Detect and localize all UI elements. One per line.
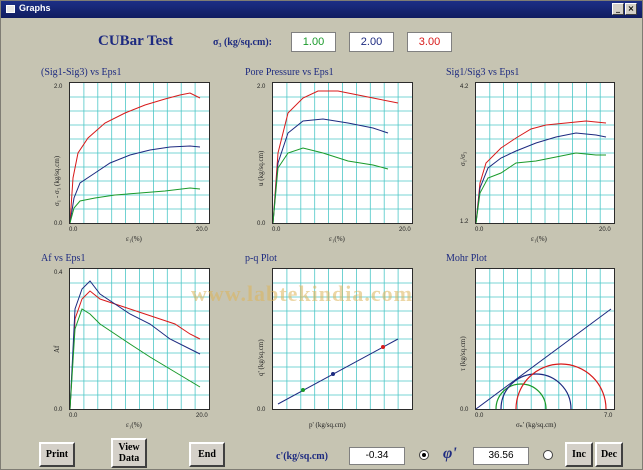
plot-ratio-xleft: 0.0 [475, 227, 484, 233]
plot-deviator-xright: 20.0 [196, 227, 208, 233]
plot-pq-ybot: 0.0 [257, 407, 266, 413]
plot-pore-ybot: 0.0 [257, 221, 266, 227]
app-icon [6, 5, 15, 13]
curve-blue [70, 145, 201, 223]
curve-blue [476, 132, 607, 223]
plot-af-ytop: 0.4 [54, 270, 63, 276]
c-value-field[interactable]: -0.34 [349, 447, 405, 465]
plot-ratio-ylabel: σ₁/σ₃ [459, 151, 467, 166]
plot-af-ylabel: Af [53, 345, 61, 353]
plot-pore-xlabel: ε₁(%) [329, 235, 345, 243]
plot-mohr-ybot: 0.0 [460, 407, 469, 413]
end-button[interactable]: End [189, 442, 225, 467]
plot-deviator-ylabel: σ₁ - σ₃ (kg/sq.cm) [53, 155, 61, 206]
c-radio[interactable] [419, 450, 429, 460]
curve-red [273, 90, 399, 223]
phi-radio[interactable] [543, 450, 553, 460]
plot-af-ybot: 0.0 [54, 407, 63, 413]
plot-ratio-xright: 20.0 [599, 227, 611, 233]
plot-deviator-ytop: 2.0 [54, 84, 63, 90]
plot-pq-xlabel: p' (kg/sq.cm) [309, 421, 346, 429]
plot-mohr-xlabel: σₙ' (kg/sq.cm) [516, 421, 556, 429]
plot-pore-xright: 20.0 [399, 227, 411, 233]
plot-deviator-ybot: 0.0 [54, 221, 63, 227]
pq-fit-line [277, 338, 399, 405]
panel-title-pq: p-q Plot [245, 253, 277, 264]
curve-green [476, 152, 606, 223]
curve-green [70, 187, 201, 223]
sigma3-value-3: 3.00 [407, 32, 452, 52]
plot-mohr-xright: 7.0 [604, 413, 613, 419]
mohr-circle [495, 383, 547, 409]
plot-pore-pressure [272, 82, 413, 224]
plot-af [69, 268, 210, 410]
plot-pq-ylabel: q' (kg/sq.cm) [257, 339, 265, 376]
view-data-button[interactable]: View Data [111, 438, 147, 468]
phi-value-field[interactable]: 36.56 [473, 447, 529, 465]
panel-title-deviator: (Sig1-Sig3) vs Eps1 [41, 67, 122, 78]
pq-point [331, 372, 335, 376]
panel-title-af: Af vs Eps1 [41, 253, 86, 264]
plot-pq [272, 268, 413, 410]
phi-symbol: φ' [443, 445, 457, 462]
mohr-circle [515, 363, 607, 409]
sigma3-label: σ₃ (kg/sq.cm): [213, 37, 272, 48]
plot-pore-ytop: 2.0 [257, 84, 266, 90]
panel-title-mohr: Mohr Plot [446, 253, 487, 264]
plot-deviator-xleft: 0.0 [69, 227, 78, 233]
pq-point [301, 388, 305, 392]
mohr-envelope-line [476, 308, 612, 409]
plot-ratio-ybot: 1.2 [460, 219, 469, 225]
curve-red [70, 92, 201, 223]
plot-mohr [475, 268, 615, 410]
plot-mohr-xleft: 0.0 [475, 413, 484, 419]
dec-button[interactable]: Dec [595, 442, 623, 467]
curve-green [70, 308, 201, 409]
panel-title-stress-ratio: Sig1/Sig3 vs Eps1 [446, 67, 520, 78]
curve-blue [273, 118, 389, 223]
minimize-icon[interactable]: _ [612, 3, 624, 15]
c-label: c'(kg/sq.cm) [276, 451, 328, 462]
mohr-circle [500, 373, 572, 409]
panel-title-pore-pressure: Pore Pressure vs Eps1 [245, 67, 334, 78]
pq-point [381, 345, 385, 349]
plot-deviator-stress [69, 82, 210, 224]
plot-af-xleft: 0.0 [69, 413, 78, 419]
sigma3-value-1: 1.00 [291, 32, 336, 52]
plot-pore-ylabel: u (kg/sq.cm) [257, 150, 265, 186]
title-bar: Graphs _ × [1, 1, 642, 18]
print-button[interactable]: Print [39, 442, 75, 467]
window-title: Graphs [19, 3, 51, 13]
test-title: CUBar Test [98, 33, 174, 49]
plot-pore-xleft: 0.0 [272, 227, 281, 233]
plot-af-xright: 20.0 [196, 413, 208, 419]
sigma3-value-2: 2.00 [349, 32, 394, 52]
curve-red [70, 290, 201, 409]
plot-ratio-ytop: 4.2 [460, 84, 469, 90]
plot-af-xlabel: ε₁(%) [126, 421, 142, 429]
plot-deviator-xlabel: ε₁(%) [126, 235, 142, 243]
plot-stress-ratio [475, 82, 615, 224]
curve-green [273, 147, 389, 223]
curve-blue [70, 280, 201, 409]
plot-ratio-xlabel: ε₁(%) [531, 235, 547, 243]
plot-mohr-ylabel: τ (kg/sq.cm) [459, 336, 467, 371]
inc-button[interactable]: Inc [565, 442, 593, 467]
curve-red [476, 120, 607, 223]
close-icon[interactable]: × [625, 3, 637, 15]
